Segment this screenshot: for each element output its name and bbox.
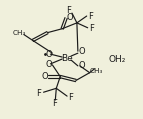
Text: F: F: [67, 6, 72, 15]
Text: CH₃: CH₃: [90, 68, 103, 74]
Text: F: F: [36, 89, 41, 98]
Text: F: F: [89, 24, 94, 33]
Text: O: O: [79, 61, 85, 70]
Text: O: O: [67, 12, 73, 22]
Text: Be: Be: [61, 54, 73, 63]
Text: F: F: [69, 93, 74, 102]
Text: O: O: [79, 47, 85, 56]
Text: OH₂: OH₂: [108, 55, 126, 64]
Text: O: O: [41, 72, 48, 81]
Text: O: O: [45, 60, 52, 69]
Text: CH₃: CH₃: [12, 30, 26, 36]
Text: F: F: [88, 12, 93, 21]
Text: O: O: [45, 50, 52, 59]
Text: F: F: [52, 99, 57, 108]
